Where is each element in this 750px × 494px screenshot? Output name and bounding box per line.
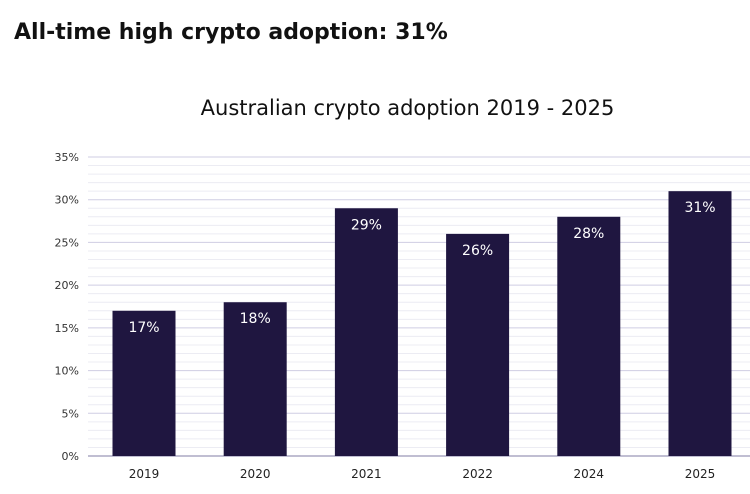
- chart-title: Australian crypto adoption 2019 - 2025: [200, 96, 615, 120]
- y-tick-label: 15%: [55, 322, 79, 335]
- data-label: 26%: [462, 243, 493, 259]
- y-tick-label: 5%: [62, 407, 79, 420]
- x-tick-label: 2022: [462, 467, 493, 481]
- data-label: 18%: [240, 311, 271, 327]
- bar: [668, 191, 732, 456]
- y-tick-label: 30%: [55, 194, 79, 207]
- y-tick-label: 0%: [62, 450, 79, 463]
- x-tick-label: 2019: [129, 467, 160, 481]
- headline: All-time high crypto adoption: 31%: [14, 20, 448, 45]
- y-tick-label: 10%: [55, 365, 79, 378]
- bar: [446, 233, 510, 456]
- bar: [112, 310, 176, 456]
- x-tick-label: 2020: [240, 467, 271, 481]
- x-tick-label: 2024: [574, 467, 605, 481]
- bar: [223, 302, 287, 456]
- data-label: 31%: [684, 200, 715, 216]
- y-tick-label: 25%: [55, 236, 79, 249]
- bar: [557, 216, 621, 456]
- data-label: 17%: [128, 320, 159, 336]
- gridlines: [88, 156, 750, 457]
- y-tick-label: 35%: [55, 151, 79, 164]
- x-tick-label: 2025: [685, 467, 716, 481]
- data-label: 28%: [573, 226, 604, 242]
- labels: 0% 5% 10% 15% 20% 25% 30% 35% 17% 2019 18% 2020 29% 2…: [55, 151, 716, 481]
- x-tick-label: 2021: [351, 467, 382, 481]
- bar: [334, 208, 398, 456]
- y-tick-label: 20%: [55, 279, 79, 292]
- data-label: 29%: [351, 217, 382, 233]
- bars: [112, 191, 732, 456]
